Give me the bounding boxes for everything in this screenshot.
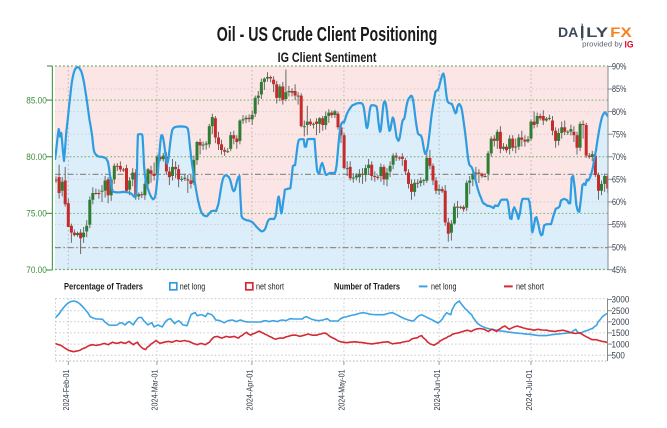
svg-text:2024-Apr-01: 2024-Apr-01 xyxy=(245,369,255,410)
svg-text:80.00: 80.00 xyxy=(26,152,47,162)
svg-text:2500: 2500 xyxy=(612,306,630,316)
svg-text:2024-Jul-01: 2024-Jul-01 xyxy=(524,369,534,410)
svg-text:65%: 65% xyxy=(612,175,627,185)
svg-text:1500: 1500 xyxy=(612,328,630,338)
svg-text:IG Client Sentiment: IG Client Sentiment xyxy=(278,49,377,65)
svg-text:2000: 2000 xyxy=(612,317,630,327)
svg-text:LY: LY xyxy=(586,24,609,40)
svg-text:2024-Feb-01: 2024-Feb-01 xyxy=(61,369,71,410)
svg-text:net long: net long xyxy=(431,282,457,292)
svg-text:DA: DA xyxy=(558,24,578,40)
svg-text:70%: 70% xyxy=(612,152,627,162)
svg-text:1000: 1000 xyxy=(612,339,630,349)
svg-text:55%: 55% xyxy=(612,220,627,230)
svg-text:2024-Jun-01: 2024-Jun-01 xyxy=(432,369,442,410)
svg-text:net long: net long xyxy=(180,282,206,292)
svg-text:45%: 45% xyxy=(612,265,627,275)
svg-text:Number of Traders: Number of Traders xyxy=(334,282,400,292)
svg-text:3000: 3000 xyxy=(612,295,630,305)
svg-text:2024-May-01: 2024-May-01 xyxy=(337,369,347,410)
svg-text:net short: net short xyxy=(256,282,284,292)
svg-text:2024-Mar-01: 2024-Mar-01 xyxy=(150,369,160,410)
svg-text:90%: 90% xyxy=(612,62,627,72)
svg-text:provided by: provided by xyxy=(582,42,623,49)
svg-text:net short: net short xyxy=(516,282,544,292)
svg-text:Oil - US Crude Client Position: Oil - US Crude Client Positioning xyxy=(217,24,438,46)
svg-text:Percentage of Traders: Percentage of Traders xyxy=(64,282,143,292)
svg-text:60%: 60% xyxy=(612,197,627,207)
svg-text:FX: FX xyxy=(610,24,632,40)
svg-text:500: 500 xyxy=(612,350,625,360)
svg-text:75.00: 75.00 xyxy=(26,209,47,219)
svg-text:85%: 85% xyxy=(612,84,627,94)
svg-text:IG: IG xyxy=(625,40,634,51)
svg-text:70.00: 70.00 xyxy=(26,265,47,275)
svg-text:80%: 80% xyxy=(612,107,627,117)
svg-text:75%: 75% xyxy=(612,129,627,139)
svg-text:85.00: 85.00 xyxy=(26,95,47,105)
svg-text:50%: 50% xyxy=(612,242,627,252)
